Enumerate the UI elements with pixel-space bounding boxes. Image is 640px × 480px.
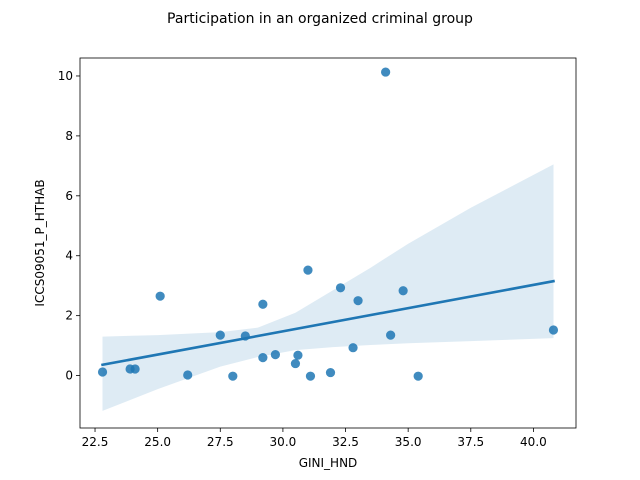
y-tick-label: 8 [65,129,73,143]
chart-title: Participation in an organized criminal g… [167,11,473,27]
scatter-point [335,283,346,293]
scatter-point [130,364,140,374]
scatter-point [155,291,165,301]
x-tick-label: 27.5 [207,435,234,449]
scatter-point [258,299,268,309]
scatter-point [325,367,336,378]
scatter-point [240,331,250,341]
x-tick-label: 30.0 [270,435,297,449]
confidence-band-layer [102,164,554,411]
scatter-point [258,352,268,363]
regression-line-layer [101,279,555,367]
regression-line [101,279,555,367]
y-tick-label: 6 [65,189,73,203]
x-tick-label: 25.0 [144,435,171,449]
scatter-point [270,349,280,360]
scatter-point [305,371,316,381]
y-tick-label: 10 [58,69,73,83]
scatter-point [303,265,313,275]
scatter-point [215,330,225,340]
scatter-points-layer [97,67,559,381]
scatter-point [353,296,363,306]
y-axis-label: ICCS09051_P_HTHAB [33,179,47,306]
scatter-point [290,358,301,369]
scatter-point [348,343,358,353]
scatter-point [381,67,391,77]
x-tick-label: 37.5 [457,435,484,449]
scatter-point [183,370,193,380]
scatter-point [228,371,238,381]
y-tick-label: 4 [65,249,73,263]
scatter-point [413,371,423,381]
confidence-band [102,164,554,411]
scatter-point [293,350,303,360]
scatter-point [386,330,396,340]
x-tick-label: 40.0 [520,435,547,449]
x-tick-label: 22.5 [82,435,109,449]
x-tick-label: 35.0 [395,435,422,449]
y-axis-ticks: 0 2 4 6 8 10 [58,69,80,383]
scatter-point [97,367,108,377]
x-axis-label: GINI_HND [299,456,358,470]
y-tick-label: 2 [65,309,73,323]
scatter-point [398,286,408,296]
plot-frame [79,57,577,429]
x-axis-ticks: 22.5 25.0 27.5 30.0 32.5 35.0 37.5 40.0 [82,428,547,449]
x-tick-label: 32.5 [332,435,359,449]
y-tick-label: 0 [65,369,73,383]
scatter-point [548,325,559,335]
